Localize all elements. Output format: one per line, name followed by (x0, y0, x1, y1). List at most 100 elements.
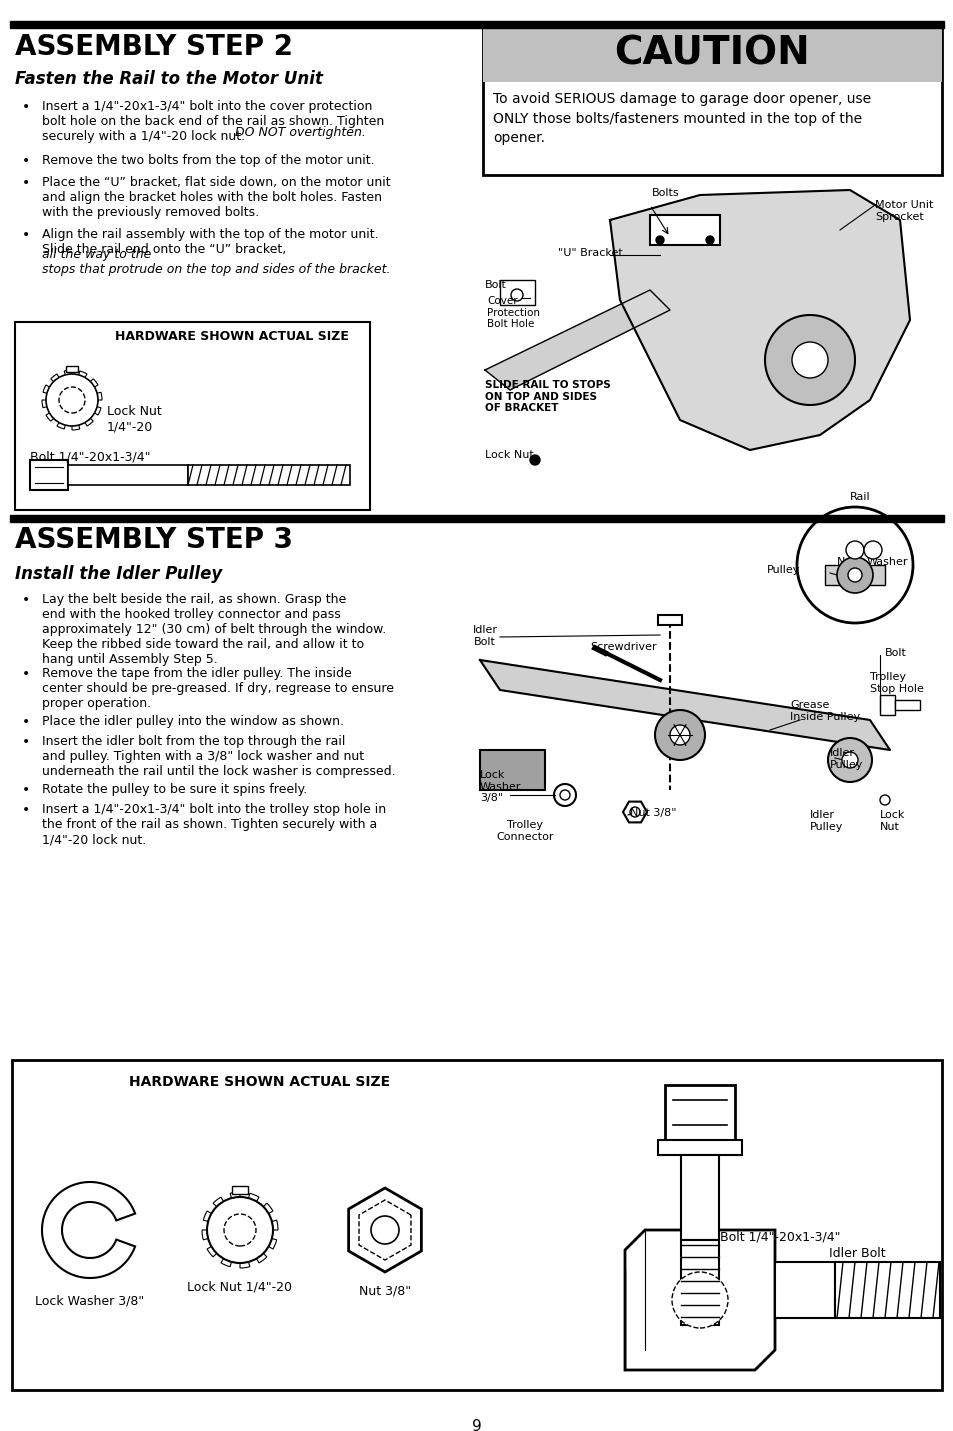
Circle shape (863, 541, 882, 560)
Text: Rail: Rail (849, 492, 869, 502)
Bar (12, 1060, 941, 1390)
Text: Bolt: Bolt (884, 648, 906, 658)
Text: •: • (22, 783, 30, 797)
Text: Lock Nut: Lock Nut (484, 449, 533, 459)
Wedge shape (203, 1211, 240, 1231)
Text: Lock Washer 3/8": Lock Washer 3/8" (35, 1295, 145, 1308)
Wedge shape (221, 1231, 240, 1266)
Bar (774, 1262, 834, 1318)
Text: •: • (22, 228, 30, 242)
Text: Trolley
Stop Hole: Trolley Stop Hole (869, 673, 923, 694)
Circle shape (764, 315, 854, 405)
Text: Idler Bolt: Idler Bolt (828, 1246, 884, 1261)
Text: Align the rail assembly with the top of the motor unit.
Slide the rail end onto : Align the rail assembly with the top of … (42, 228, 378, 256)
Wedge shape (202, 1231, 240, 1239)
Text: Remove the two bolts from the top of the motor unit.: Remove the two bolts from the top of the… (42, 155, 375, 167)
Text: •: • (22, 176, 30, 190)
Wedge shape (71, 379, 98, 401)
Wedge shape (230, 1192, 240, 1231)
Wedge shape (240, 1203, 273, 1231)
Bar (680, 1155, 719, 1241)
Text: •: • (22, 803, 30, 817)
Text: Washer: Washer (866, 557, 907, 567)
Text: Idler
Bolt: Idler Bolt (472, 625, 497, 647)
Bar (66, 366, 78, 372)
Polygon shape (609, 190, 909, 449)
Text: Motor Unit
Sprocket: Motor Unit Sprocket (874, 200, 932, 222)
Bar (482, 24, 941, 82)
Bar (894, 700, 919, 710)
Bar (879, 695, 894, 716)
Wedge shape (240, 1231, 250, 1268)
Polygon shape (479, 660, 889, 750)
Text: •: • (22, 716, 30, 728)
Text: Grease
Inside Pulley: Grease Inside Pulley (789, 700, 860, 721)
Wedge shape (71, 371, 87, 401)
Circle shape (46, 373, 98, 426)
Text: Pulley: Pulley (766, 565, 800, 575)
Text: Remove the tape from the idler pulley. The inside
center should be pre-greased. : Remove the tape from the idler pulley. T… (42, 667, 394, 711)
Polygon shape (624, 1231, 774, 1369)
Circle shape (511, 289, 522, 301)
Circle shape (791, 342, 827, 378)
Bar (68, 465, 188, 485)
Bar (232, 1186, 248, 1193)
Text: Place the idler pulley into the window as shown.: Place the idler pulley into the window a… (42, 716, 344, 728)
Text: •: • (22, 736, 30, 750)
Wedge shape (71, 392, 102, 401)
Circle shape (207, 1196, 273, 1264)
Text: Nut: Nut (836, 557, 856, 567)
Circle shape (841, 753, 857, 768)
Bar (10, 515, 943, 522)
Text: Lock
Nut: Lock Nut (879, 810, 904, 831)
Bar (499, 280, 535, 305)
Wedge shape (51, 373, 71, 401)
Wedge shape (57, 401, 71, 429)
Text: Fasten the Rail to the Motor Unit: Fasten the Rail to the Motor Unit (15, 70, 323, 87)
Text: Nut 3/8": Nut 3/8" (358, 1285, 411, 1298)
Circle shape (530, 455, 539, 465)
Text: Insert the idler bolt from the top through the rail
and pulley. Tighten with a 3: Insert the idler bolt from the top throu… (42, 736, 395, 778)
Text: •: • (22, 667, 30, 681)
Wedge shape (207, 1231, 240, 1256)
Text: ASSEMBLY STEP 3: ASSEMBLY STEP 3 (15, 527, 293, 554)
Circle shape (371, 1216, 398, 1244)
Circle shape (59, 386, 85, 414)
Bar (15, 322, 370, 509)
Circle shape (879, 796, 889, 806)
Text: Lock Nut 1/4"-20: Lock Nut 1/4"-20 (188, 1279, 293, 1294)
Bar (10, 21, 943, 29)
Circle shape (629, 807, 639, 817)
Bar (824, 565, 884, 585)
Circle shape (669, 726, 689, 746)
Text: 9: 9 (472, 1420, 481, 1431)
Wedge shape (71, 401, 93, 426)
Wedge shape (240, 1231, 276, 1249)
Text: Cover
Protection
Bolt Hole: Cover Protection Bolt Hole (486, 296, 539, 329)
Text: Place the “U” bracket, flat side down, on the motor unit
and align the bracket h: Place the “U” bracket, flat side down, o… (42, 176, 390, 219)
Circle shape (845, 541, 863, 560)
Circle shape (559, 790, 569, 800)
Text: Insert a 1/4"-20x1-3/4" bolt into the cover protection
bolt hole on the back end: Insert a 1/4"-20x1-3/4" bolt into the co… (42, 100, 384, 143)
Polygon shape (622, 801, 646, 823)
Text: Bolt: Bolt (484, 280, 506, 290)
Bar (482, 24, 941, 175)
Polygon shape (42, 1182, 135, 1278)
Bar (188, 465, 350, 485)
Bar (30, 459, 68, 489)
Text: •: • (22, 592, 30, 607)
Text: Bolts: Bolts (651, 187, 679, 197)
Text: Nut 3/8": Nut 3/8" (629, 809, 676, 819)
Text: Lock
Washer
3/8": Lock Washer 3/8" (479, 770, 521, 803)
Circle shape (847, 568, 862, 582)
Text: •: • (22, 155, 30, 167)
Polygon shape (358, 1201, 411, 1261)
Wedge shape (71, 401, 101, 415)
Text: Insert a 1/4"-20x1-3/4" bolt into the trolley stop hole in
the front of the rail: Insert a 1/4"-20x1-3/4" bolt into the tr… (42, 803, 386, 847)
Circle shape (796, 507, 912, 622)
Circle shape (224, 1213, 255, 1246)
Wedge shape (213, 1198, 240, 1231)
Bar (658, 615, 681, 625)
Text: Bolt 1/4"-20x1-3/4": Bolt 1/4"-20x1-3/4" (30, 451, 150, 464)
Text: Bolt 1/4"-20x1-3/4": Bolt 1/4"-20x1-3/4" (720, 1231, 840, 1244)
